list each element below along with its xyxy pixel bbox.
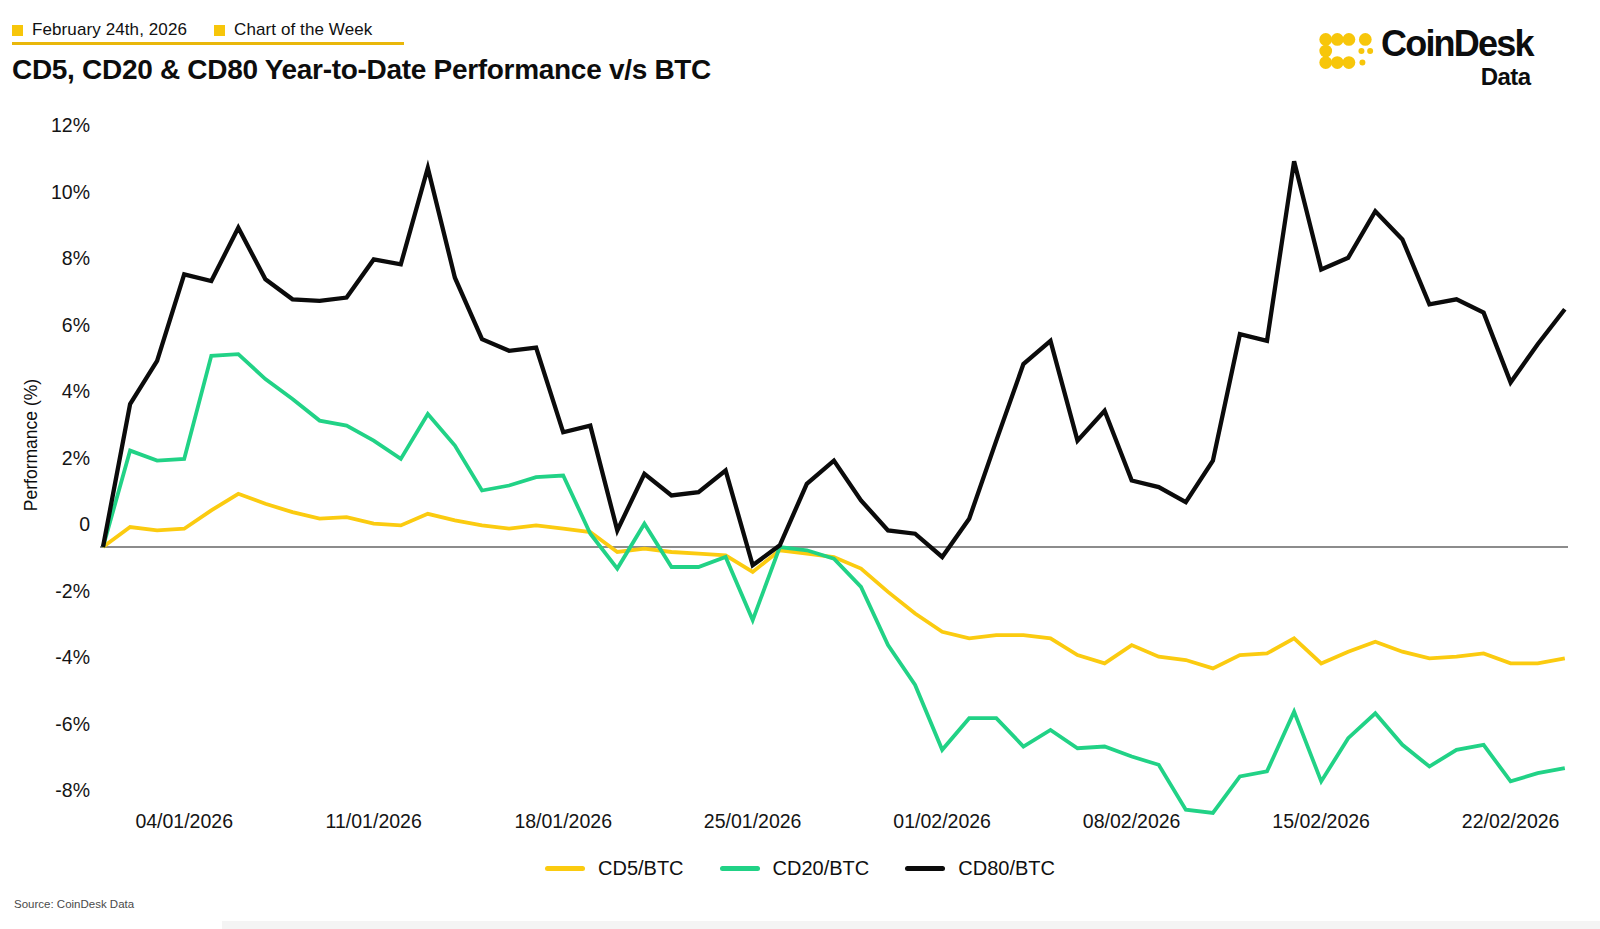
x-tick-label: 15/02/2026 — [1272, 810, 1370, 833]
x-tick-label: 08/02/2026 — [1083, 810, 1181, 833]
series-line-cd20-btc — [103, 354, 1565, 813]
y-tick-label: 2% — [0, 446, 90, 469]
y-tick-label: 8% — [0, 247, 90, 270]
x-tick-label: 25/01/2026 — [704, 810, 802, 833]
legend-swatch — [905, 866, 945, 872]
y-tick-label: 10% — [0, 180, 90, 203]
x-tick-label: 11/01/2026 — [326, 810, 422, 833]
source-note: Source: CoinDesk Data — [14, 898, 134, 910]
x-tick-label: 01/02/2026 — [893, 810, 991, 833]
y-tick-label: -4% — [0, 646, 90, 669]
y-tick-label: 12% — [0, 114, 90, 137]
y-tick-label: 4% — [0, 380, 90, 403]
x-tick-label: 18/01/2026 — [514, 810, 612, 833]
series-line-cd80-btc — [103, 161, 1565, 565]
legend-item-cd80-btc: CD80/BTC — [905, 857, 1055, 880]
series-line-cd5-btc — [103, 494, 1565, 669]
chart-legend: CD5/BTC CD20/BTC CD80/BTC — [0, 857, 1600, 880]
x-tick-label: 04/01/2026 — [135, 810, 233, 833]
legend-swatch — [545, 866, 585, 872]
y-tick-label: -8% — [0, 779, 90, 802]
legend-label: CD80/BTC — [958, 857, 1055, 880]
x-tick-label: 22/02/2026 — [1462, 810, 1560, 833]
y-tick-label: -2% — [0, 579, 90, 602]
legend-label: CD20/BTC — [773, 857, 870, 880]
y-tick-label: 0 — [0, 513, 90, 536]
y-tick-label: -6% — [0, 712, 90, 735]
legend-item-cd20-btc: CD20/BTC — [720, 857, 870, 880]
footer-strip — [222, 921, 1600, 929]
y-tick-label: 6% — [0, 313, 90, 336]
legend-item-cd5-btc: CD5/BTC — [545, 857, 684, 880]
line-chart-plot — [0, 0, 1600, 929]
legend-label: CD5/BTC — [598, 857, 684, 880]
legend-swatch — [720, 866, 760, 872]
